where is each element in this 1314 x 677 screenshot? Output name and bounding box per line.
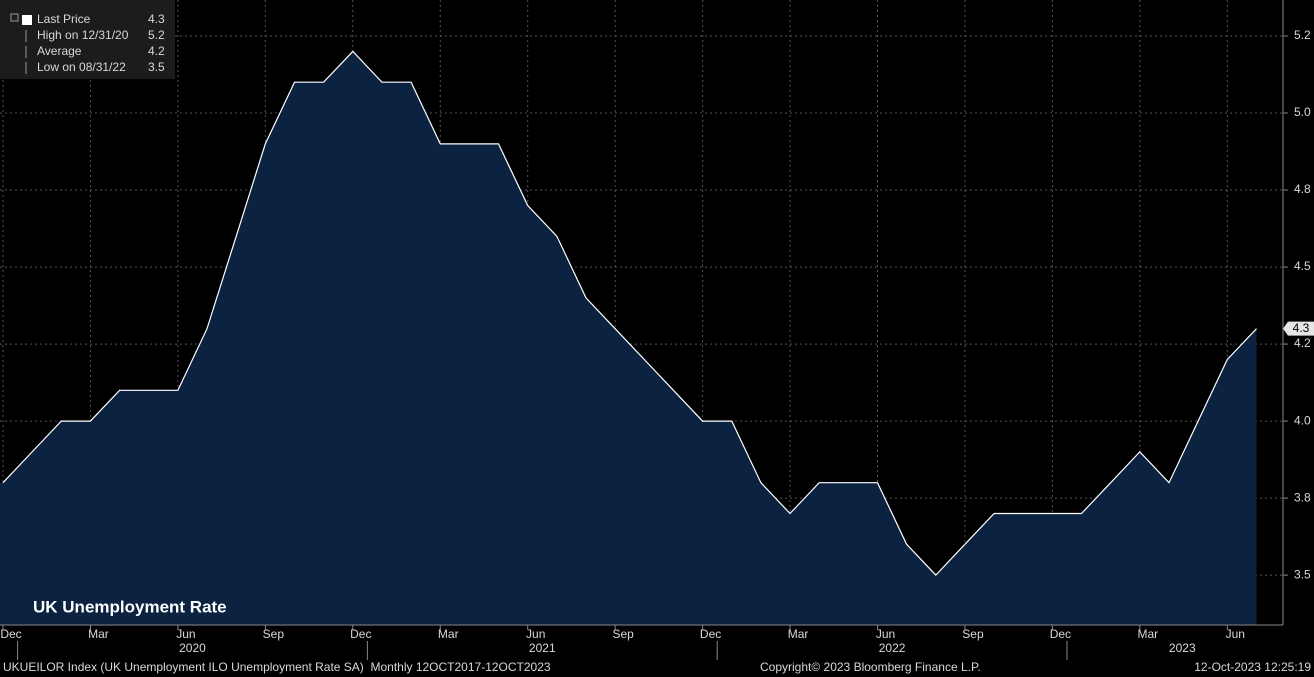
x-tick-label: Jun (526, 627, 545, 641)
x-tick-label: Mar (88, 627, 109, 641)
y-tick-label: 3.8 (1294, 490, 1311, 504)
x-tick-label: Dec (350, 627, 371, 641)
last-price-tag (1283, 321, 1314, 336)
footer-source: UKUEILOR Index (UK Unemployment ILO Unem… (3, 660, 551, 674)
year-label: 2023 (1169, 641, 1196, 655)
legend-box (0, 0, 175, 79)
year-label: 2020 (179, 641, 206, 655)
y-tick-label: 4.5 (1294, 259, 1311, 273)
area (0, 51, 1257, 625)
legend-label: Average (37, 44, 82, 58)
footer-copyright: Copyright© 2023 Bloomberg Finance L.P. (760, 660, 981, 674)
x-tick-label: Dec (700, 627, 721, 641)
y-tick-label: 4.0 (1294, 413, 1311, 427)
x-tick-label: Sep (962, 627, 984, 641)
x-tick-label: Mar (438, 627, 459, 641)
chart-title: UK Unemployment Rate (33, 597, 227, 616)
line (2, 50, 1257, 576)
legend-value: 5.2 (148, 28, 165, 42)
legend-value: 3.5 (148, 60, 165, 74)
year-label: 2021 (529, 641, 556, 655)
x-tick-label: Mar (788, 627, 809, 641)
x-tick-label: Sep (263, 627, 285, 641)
plot (0, 50, 1257, 625)
x-tick-label: Jun (176, 627, 195, 641)
year-label: 2022 (879, 641, 906, 655)
legend-value: 4.3 (148, 12, 165, 26)
last-price-label: 4.3 (1293, 321, 1310, 335)
x-tick-label: Jun (1226, 627, 1245, 641)
x-tick-label: Dec (0, 627, 21, 641)
y-tick-label: 4.2 (1294, 336, 1311, 350)
x-tick-label: Sep (612, 627, 634, 641)
y-tick-label: 5.0 (1294, 105, 1311, 119)
x-tick-label: Dec (1050, 627, 1071, 641)
legend-value: 4.2 (148, 44, 165, 58)
footer-timestamp: 12-Oct-2023 12:25:19 (1194, 660, 1311, 674)
legend-label: High on 12/31/20 (37, 28, 129, 42)
legend-label: Last Price (37, 12, 91, 26)
y-tick-label: 5.2 (1294, 28, 1311, 42)
y-tick-label: 4.8 (1294, 182, 1311, 196)
y-tick-label: 3.5 (1294, 567, 1311, 581)
legend-toggle (10, 13, 19, 22)
legend-swatch (22, 15, 32, 25)
legend-label: Low on 08/31/22 (37, 60, 126, 74)
legend: Last Price 4.3 High on 12/31/20 5.2 Average 4… (10, 12, 165, 74)
x-tick-label: Jun (876, 627, 895, 641)
x-tick-label: Mar (1138, 627, 1159, 641)
